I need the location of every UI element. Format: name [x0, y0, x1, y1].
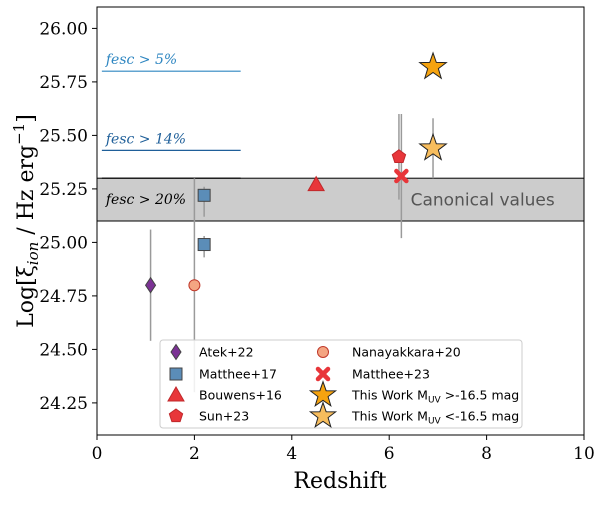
- point-1-0: [197, 188, 211, 202]
- legend-marker-4: [317, 346, 329, 358]
- point-1-1: [197, 238, 211, 252]
- y-tick-label-2: 24.75: [39, 287, 88, 307]
- y-tick-label-1: 24.50: [39, 340, 88, 360]
- x-axis-title: Redshift: [293, 469, 386, 494]
- legend-marker-1: [169, 367, 183, 381]
- canonical-band-layer: Canonical values: [96, 177, 585, 222]
- y-tick-label-6: 25.75: [39, 73, 88, 93]
- y-tick-label-4: 25.25: [39, 180, 88, 200]
- canonical-band-label: Canonical values: [411, 191, 555, 211]
- x-tick-label-3: 6: [384, 444, 395, 464]
- escape-lines-layer: fesc > 5% fesc > 14% fesc > 20%: [101, 52, 241, 208]
- legend-label-3: Sun+23: [199, 409, 249, 424]
- data-points-layer: [144, 51, 448, 294]
- x-tick-label-4: 8: [481, 444, 492, 464]
- x-tick-label-2: 4: [286, 444, 297, 464]
- legend-marker-5: [315, 366, 331, 382]
- legend-marker-7: [308, 401, 338, 428]
- x-tick-label-1: 2: [189, 444, 200, 464]
- legend: Atek+22 Matthee+17 Bouwens+16 Sun+23 Nanayak…: [159, 339, 523, 429]
- x-ticks-layer: 0 2 4 6 8 10: [92, 435, 595, 464]
- legend-marker-5-stroke-b: [315, 366, 331, 382]
- legend-marker-0: [170, 343, 182, 361]
- x-tick-label-0: 0: [92, 444, 103, 464]
- plot-frame: [96, 6, 585, 436]
- legend-box: [159, 339, 523, 429]
- y-ticks-layer: 24.25 24.50 24.75 25.00 25.25 25.50 25.75 26.00: [39, 19, 97, 414]
- y-tick-label-5: 25.50: [39, 126, 88, 146]
- point-6-0: [418, 51, 448, 80]
- y-tick-label-7: 26.00: [39, 19, 88, 39]
- legend-label-5: Matthee+23: [352, 367, 430, 382]
- canonical-band: [96, 177, 585, 222]
- point-5-0: [394, 168, 409, 184]
- legend-label-2: Bouwens+16: [199, 388, 282, 403]
- legend-label-7: This Work MUV <-16.5 mag: [351, 409, 519, 427]
- legend-marker-3: [168, 408, 184, 423]
- y-axis-title: Log[ξion / Hz erg−1]: [10, 114, 42, 328]
- point-2-0: [307, 175, 326, 192]
- legend-marker-6: [308, 380, 338, 407]
- point-4-0: [188, 279, 201, 292]
- legend-label-6: This Work MUV >-16.5 mag: [351, 388, 519, 406]
- y-tick-label-3: 25.00: [39, 233, 88, 253]
- legend-marker-2: [167, 385, 185, 402]
- x-tick-label-5: 10: [573, 444, 595, 464]
- escape-label-1: fesc > 14%: [105, 131, 186, 147]
- point-7-0: [418, 132, 448, 161]
- legend-label-4: Nanayakkara+20: [352, 345, 461, 360]
- escape-label-2: fesc > 20%: [105, 192, 186, 208]
- point-3-0: [391, 149, 407, 163]
- legend-label-1: Matthee+17: [199, 367, 277, 382]
- y-tick-label-0: 24.25: [39, 394, 88, 414]
- point-5-0-stroke-b: [394, 168, 409, 184]
- escape-label-0: fesc > 5%: [105, 52, 177, 68]
- legend-label-0: Atek+22: [199, 345, 254, 360]
- point-0-0: [144, 276, 157, 294]
